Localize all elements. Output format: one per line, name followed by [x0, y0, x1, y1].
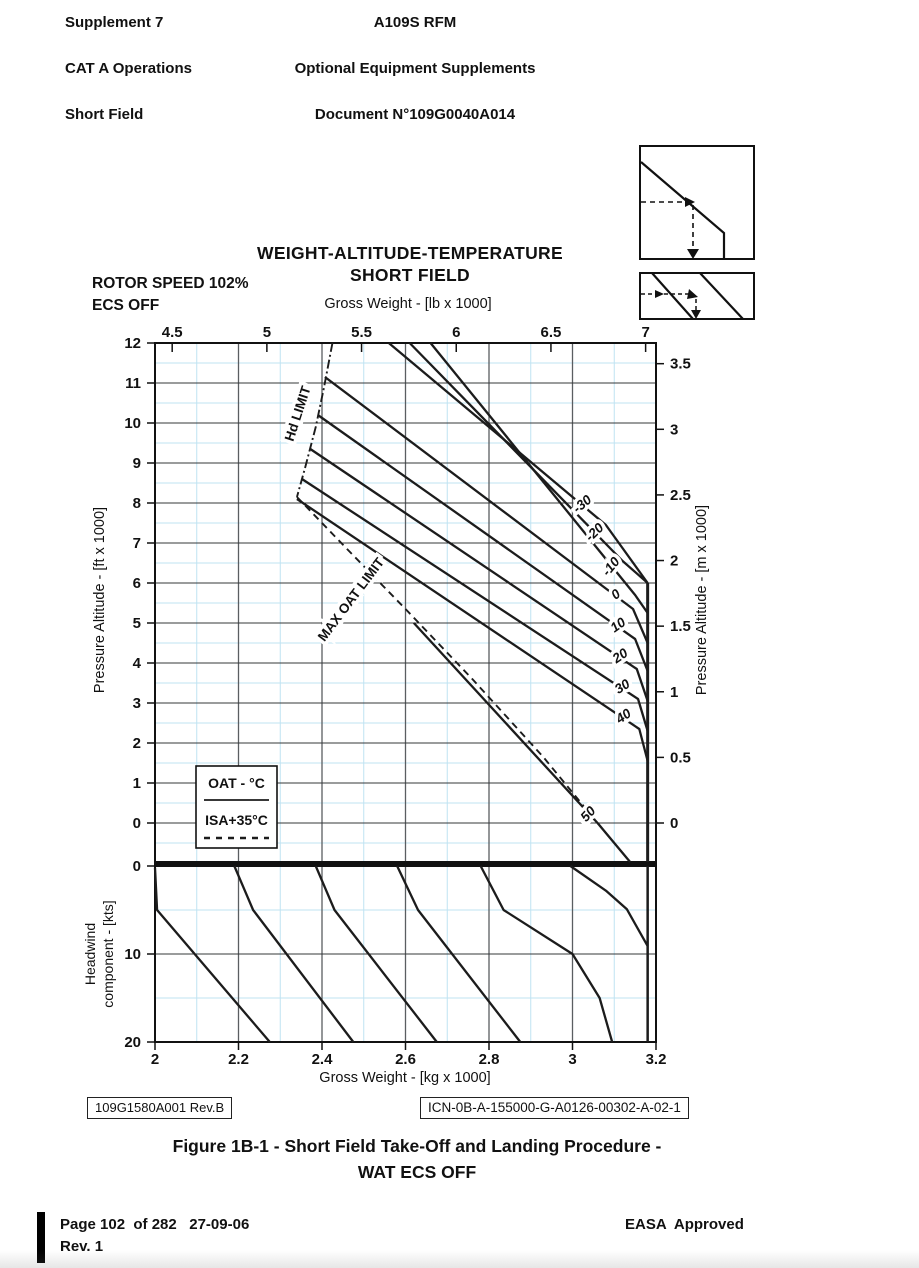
svg-text:2.5: 2.5 — [670, 487, 691, 504]
svg-text:2: 2 — [133, 735, 141, 752]
svg-text:7: 7 — [133, 535, 141, 552]
figure-caption-line2: WAT ECS OFF — [357, 1162, 477, 1182]
chart-key-lower-icon — [639, 272, 755, 320]
svg-text:9: 9 — [133, 455, 141, 472]
svg-text:ISA+35°C: ISA+35°C — [205, 812, 268, 828]
svg-text:0: 0 — [133, 858, 141, 875]
svg-text:5: 5 — [263, 324, 271, 341]
rotor-speed-note: ROTOR SPEED 102% — [92, 275, 249, 292]
svg-text:8: 8 — [133, 495, 141, 512]
svg-text:1: 1 — [670, 684, 678, 701]
header-supplement: Supplement 7 — [65, 14, 164, 31]
svg-text:2.8: 2.8 — [479, 1051, 500, 1068]
header-document-number: Document N°109G0040A014 — [314, 106, 516, 123]
header-rfm: A109S RFM — [373, 14, 457, 31]
header-cat-a: CAT A Operations — [65, 60, 192, 77]
svg-text:11: 11 — [125, 375, 141, 392]
gridlines — [155, 343, 656, 1042]
svg-text:2.6: 2.6 — [395, 1051, 416, 1068]
chart-title: WEIGHT-ALTITUDE-TEMPERATURE — [257, 243, 563, 263]
svg-text:12: 12 — [124, 335, 141, 352]
svg-text:3: 3 — [670, 421, 678, 438]
svg-text:OAT - °C: OAT - °C — [208, 775, 265, 791]
svg-text:6.5: 6.5 — [541, 324, 562, 341]
svg-text:0.5: 0.5 — [670, 749, 691, 766]
svg-text:3.5: 3.5 — [670, 356, 691, 373]
svg-text:Pressure Altitude - [ft x 1000: Pressure Altitude - [ft x 1000] — [92, 507, 108, 693]
svg-text:0: 0 — [670, 815, 678, 832]
svg-text:2: 2 — [151, 1051, 159, 1068]
legend-box: OAT - °C ISA+35°C — [195, 765, 278, 849]
svg-text:3: 3 — [568, 1051, 576, 1068]
svg-text:1: 1 — [133, 775, 141, 792]
footer-approval: EASA Approved — [625, 1216, 744, 1233]
header-center-block: A109S RFM Optional Equipment Supplements… — [215, 11, 615, 126]
header-supplements: Optional Equipment Supplements — [294, 60, 536, 77]
figure-caption: Figure 1B-1 - Short Field Take-Off and L… — [117, 1133, 717, 1185]
svg-text:4.5: 4.5 — [162, 324, 183, 341]
svg-text:5.5: 5.5 — [351, 324, 372, 341]
change-bar — [37, 1212, 45, 1263]
svg-text:6: 6 — [133, 575, 141, 592]
svg-text:MAX OAT LIMIT: MAX OAT LIMIT — [315, 554, 388, 644]
svg-text:0: 0 — [133, 815, 141, 832]
svg-text:7: 7 — [641, 324, 649, 341]
svg-text:2: 2 — [670, 553, 678, 570]
axes: 4.5 5 5.5 6 6.5 7012345678910111200.511.522.5… — [82, 324, 710, 1068]
svg-text:1.5: 1.5 — [670, 618, 691, 635]
svg-text:20: 20 — [124, 1034, 141, 1051]
svg-text:2.4: 2.4 — [312, 1051, 334, 1068]
figure-caption-line1: Figure 1B-1 - Short Field Take-Off and L… — [172, 1136, 662, 1156]
chart-key-upper-icon — [639, 145, 755, 260]
svg-text:6: 6 — [452, 324, 460, 341]
page-bottom-shade — [0, 1250, 919, 1268]
svg-text:5: 5 — [133, 615, 141, 632]
ecs-off-note: ECS OFF — [92, 297, 160, 314]
chart-subtitle: SHORT FIELD — [350, 265, 470, 285]
footer-page-info: Page 102 of 282 27-09-06 — [60, 1216, 250, 1233]
chart-lines — [153, 342, 650, 1043]
footer-revision: Rev. 1 — [60, 1238, 104, 1255]
svg-text:Hd LIMIT: Hd LIMIT — [282, 383, 314, 443]
top-axis-title: Gross Weight - [lb x 1000] — [324, 296, 492, 312]
svg-text:Pressure Altitude - [m x 1000]: Pressure Altitude - [m x 1000] — [694, 505, 710, 695]
svg-text:3.2: 3.2 — [646, 1051, 667, 1068]
svg-text:10: 10 — [124, 415, 141, 432]
header-short-field: Short Field — [65, 106, 144, 123]
svg-text:3: 3 — [133, 695, 141, 712]
svg-text:component - [kts]: component - [kts] — [100, 900, 116, 1007]
svg-text:2.2: 2.2 — [228, 1051, 249, 1068]
bottom-axis-title: Gross Weight - [kg x 1000] — [319, 1070, 491, 1086]
svg-text:10: 10 — [124, 946, 141, 963]
header-left-block: Supplement 7 CAT A Operations Short Fiel… — [65, 11, 192, 126]
svg-text:4: 4 — [133, 655, 142, 672]
svg-text:Headwind: Headwind — [82, 923, 98, 985]
figure-ref-box: 109G1580A001 Rev.B — [87, 1097, 233, 1119]
icn-ref-box: ICN-0B-A-155000-G-A0126-00302-A-02-1 — [420, 1097, 689, 1119]
